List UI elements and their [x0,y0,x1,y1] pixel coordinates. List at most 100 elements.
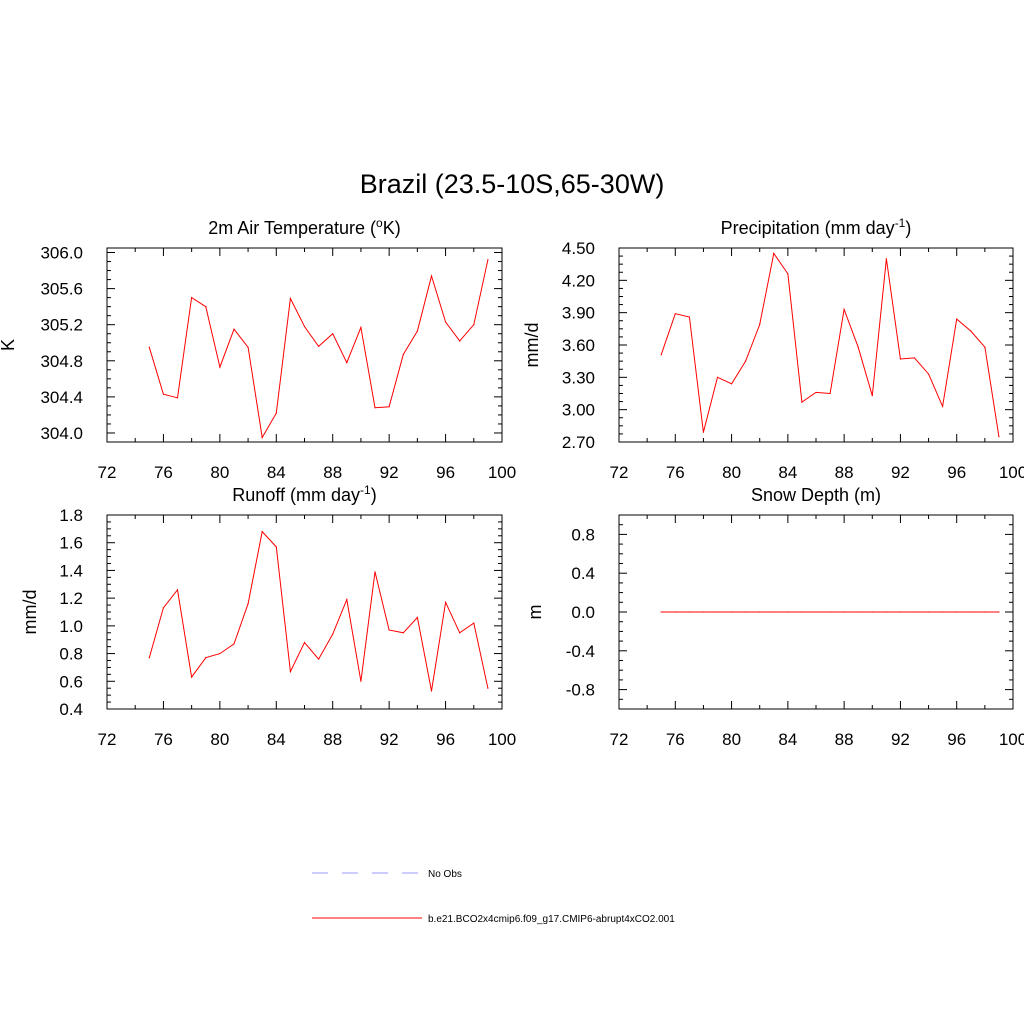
x-tick-label: 84 [778,463,797,482]
y-tick-label: 3.00 [562,401,595,420]
series-line [660,252,1000,437]
data-point [346,361,348,364]
data-point [346,598,348,601]
x-tick-label: 76 [666,463,685,482]
chart-panel-1: 2m Air Temperature (oK) K 72 76 80 84 88 92 96 10… [0,216,516,482]
data-point [984,346,986,348]
x-tick-label: 96 [436,730,455,749]
y-tick-label: 306.0 [40,244,83,263]
x-tick-label: 96 [947,730,966,749]
data-point [716,611,719,613]
panel-title-main: Runoff (mm day [232,485,360,505]
legend-label-2: b.e21.BCO2x4cmip6.f09_g17.CMIP6-abrupt4x… [428,914,675,925]
chart-panels: 2m Air Temperature (oK) K 72 76 80 84 88 92 96 10… [0,216,1024,749]
y-tick-label: 3.30 [562,368,595,387]
data-point [487,259,489,261]
y-tick-label: 2.70 [562,433,595,452]
panel-title: Snow Depth (m) [751,485,881,505]
data-point [702,611,705,613]
y-tick-label: 1.4 [59,561,83,580]
data-point [885,258,887,260]
data-point [759,611,761,613]
x-tick-label: 84 [267,463,286,482]
y-tick-label: 4.20 [562,271,595,290]
data-point [885,611,887,613]
data-point [247,346,249,348]
x-tick-label: 96 [436,463,455,482]
data-point [787,611,789,613]
x-tick-label: 92 [891,730,910,749]
x-tick-label: 92 [891,463,910,482]
x-tick-label: 80 [210,463,229,482]
data-point [191,297,193,299]
y-axis-label: mm/d [20,590,40,635]
data-point [815,391,817,394]
panel-title: Precipitation (mm day-1) [721,216,912,238]
data-point [473,622,475,624]
data-point [430,275,433,277]
data-point [219,652,221,655]
x-tick-label: 84 [267,730,286,749]
y-axis-label: K [0,339,18,351]
x-tick-label: 72 [610,463,629,482]
data-point [899,358,902,360]
data-point [984,611,986,613]
data-point [956,318,958,320]
data-point [956,611,958,613]
x-tick-label: 72 [98,463,117,482]
data-point [388,406,390,408]
data-point [444,321,447,323]
y-tick-label: 3.60 [562,336,595,355]
data-point [233,328,235,330]
y-tick-label: 3.90 [562,304,595,323]
x-tick-label: 100 [999,463,1024,482]
y-tick-label: 1.8 [59,506,83,525]
data-point [829,392,831,395]
plot-frame [106,247,503,443]
data-point [857,346,859,348]
data-point [942,405,944,408]
x-tick-label: 80 [722,730,741,749]
y-tick-label: 305.6 [40,280,83,299]
data-point [843,308,845,311]
data-point [247,603,249,605]
data-point [360,326,362,329]
data-point [801,401,803,403]
y-tick-label: 304.0 [40,424,83,443]
data-point [815,611,817,613]
x-tick-label: 88 [323,463,342,482]
x-tick-label: 100 [488,463,516,482]
data-point [660,354,662,356]
x-tick-label: 88 [835,730,854,749]
y-tick-label: 1.2 [59,589,83,608]
panel-title-main: Snow Depth (m) [751,485,881,505]
x-tick-label: 100 [488,730,516,749]
data-point [289,670,291,673]
data-point [899,611,902,613]
data-point [303,641,306,644]
panel-title-superscript: -1 [360,483,371,497]
chart-panel-2: Precipitation (mm day-1) mm/d 72 76 80 84 88 92… [522,216,1024,482]
data-point [459,632,461,634]
data-point [730,383,733,385]
data-point [674,611,676,613]
data-point [176,397,179,399]
x-tick-label: 100 [999,730,1024,749]
data-point [970,330,972,332]
data-point [205,657,207,659]
panel-title: Runoff (mm day-1) [232,483,376,505]
data-point [191,676,193,678]
data-point [360,680,362,682]
data-point [688,316,690,318]
legend-label-1: No Obs [428,869,462,880]
x-tick-label: 76 [666,730,685,749]
y-tick-label: 0.8 [571,525,595,544]
y-tick-label: 1.0 [59,617,83,636]
x-tick-label: 76 [154,730,173,749]
series-line [148,259,489,439]
data-point [927,611,930,613]
y-tick-label: 305.2 [40,316,83,335]
data-point [688,611,690,613]
panel-title-end: ) [371,485,377,505]
x-tick-label: 76 [154,463,173,482]
